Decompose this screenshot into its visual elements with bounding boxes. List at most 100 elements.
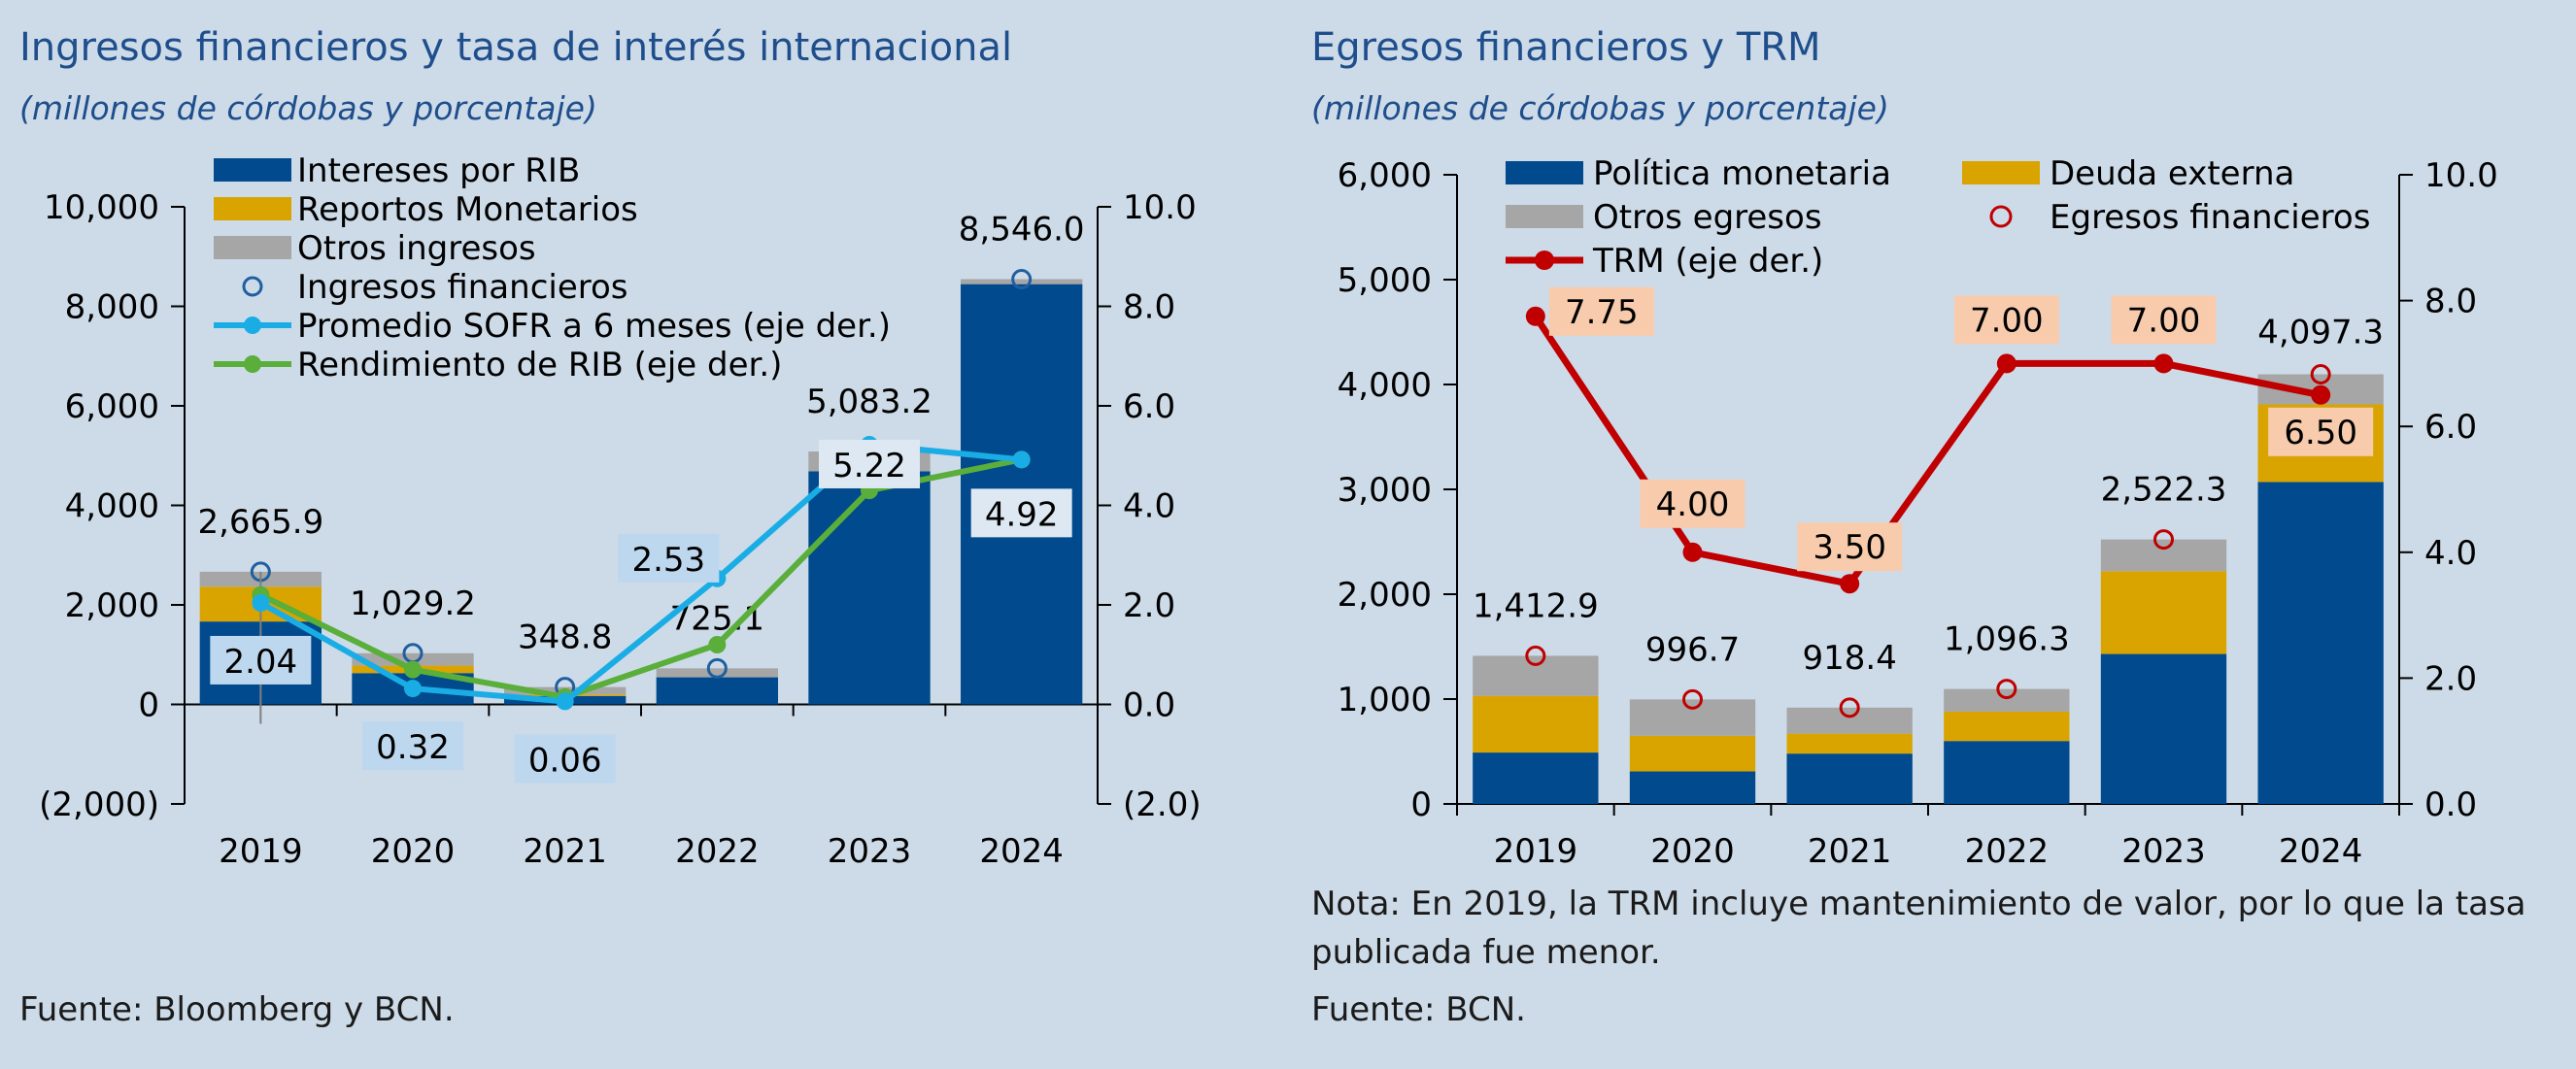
right-chart-note: Nota: En 2019, la TRM incluye mantenimie… xyxy=(1311,885,2526,972)
y-left-tick-label: 3,000 xyxy=(1338,471,1432,510)
bar-politica-monetaria xyxy=(1944,741,2070,804)
x-tick-label: 2022 xyxy=(675,832,760,871)
legend-swatch xyxy=(214,236,291,259)
trm-data-label: 7.75 xyxy=(1565,293,1639,332)
x-tick-label: 2021 xyxy=(523,832,607,871)
y-right-tick-label: (2.0) xyxy=(1123,785,1202,824)
x-tick-label: 2024 xyxy=(2279,832,2363,871)
y-right-tick-label: 0.0 xyxy=(1123,686,1175,725)
total-label: 996.7 xyxy=(1645,630,1740,669)
sofr-label-bg xyxy=(210,635,312,685)
legend-marker xyxy=(1989,205,2013,228)
point-trm xyxy=(1525,306,1545,326)
left-chart-title: Ingresos financieros y tasa de interés i… xyxy=(19,25,1013,70)
y-left-tick-label: 8,000 xyxy=(65,288,159,327)
y-right-tick-label: 6.0 xyxy=(2424,408,2477,447)
y-right-tick-label: 2.0 xyxy=(1123,586,1175,625)
legend-line-marker xyxy=(244,355,261,373)
bar-otros-egresos xyxy=(2100,539,2227,572)
x-tick-label: 2019 xyxy=(1494,832,1578,871)
y-left-tick-label: (2,000) xyxy=(39,785,159,824)
y-right-tick-label: 8.0 xyxy=(1123,288,1175,327)
left-chart-subtitle: (millones de córdobas y porcentaje) xyxy=(19,89,597,127)
legend-swatch xyxy=(1962,161,2040,184)
legend-label: Rendimiento de RIB (eje der.) xyxy=(297,346,782,384)
legend-label: Otros ingresos xyxy=(297,229,536,268)
sofr-label-bg xyxy=(362,721,463,771)
total-label: 1,029.2 xyxy=(350,585,476,623)
bar-deuda-externa xyxy=(1629,735,1756,772)
sofr-data-label: 5.22 xyxy=(832,447,906,485)
marker-ingresos-financieros xyxy=(1011,269,1033,290)
y-left-tick-label: 0 xyxy=(1410,785,1432,824)
sofr-data-label: 0.06 xyxy=(528,741,602,780)
x-tick-label: 2023 xyxy=(2121,832,2206,871)
bar-otros-ingresos xyxy=(656,668,778,678)
point-trm xyxy=(2153,353,2174,374)
legend-label: TRM (eje der.) xyxy=(1592,242,1823,281)
y-left-tick-label: 10,000 xyxy=(44,188,159,227)
left-chart-panel: Ingresos financieros y tasa de interés i… xyxy=(19,25,1202,1029)
point-trm xyxy=(2311,384,2331,405)
trm-label-bg xyxy=(1640,479,1746,528)
legend-swatch xyxy=(1506,205,1583,228)
total-label: 5,083.2 xyxy=(806,383,932,421)
y-right-tick-label: 2.0 xyxy=(2424,659,2477,698)
x-tick-label: 2021 xyxy=(1808,832,1892,871)
x-tick-label: 2022 xyxy=(1965,832,2050,871)
total-label: 1,096.3 xyxy=(1944,620,2070,659)
legend-label: Otros egresos xyxy=(1593,198,1822,237)
marker-egresos-financieros xyxy=(1996,679,2017,700)
point-rendimiento-de-rib-eje-der xyxy=(708,636,727,653)
trm-data-label: 7.00 xyxy=(1970,301,2044,340)
bar-politica-monetaria xyxy=(2100,653,2227,804)
x-tick-label: 2019 xyxy=(219,832,303,871)
trm-data-label: 6.50 xyxy=(2284,414,2357,452)
sofr-data-label: 4.92 xyxy=(985,495,1059,534)
legend-label: Política monetaria xyxy=(1593,154,1891,193)
y-left-tick-label: 2,000 xyxy=(1338,576,1432,615)
legend-swatch xyxy=(1506,161,1583,184)
bar-intereses-por-rib xyxy=(656,677,778,705)
trm-data-label: 3.50 xyxy=(1813,528,1886,567)
point-trm xyxy=(1682,542,1703,562)
bar-otros-ingresos xyxy=(961,279,1083,284)
y-left-tick-label: 0 xyxy=(138,686,159,725)
y-left-tick-label: 4,000 xyxy=(65,487,159,526)
legend-marker xyxy=(242,276,263,297)
y-right-tick-label: 10.0 xyxy=(2424,156,2498,195)
y-left-tick-label: 1,000 xyxy=(1338,681,1432,719)
sofr-label-bg xyxy=(970,488,1072,538)
right-chart-panel: Egresos financieros y TRM (millones de c… xyxy=(1292,0,2576,1069)
total-label: 2,665.9 xyxy=(197,503,323,542)
point-promedio-sofr-a-6-meses-eje-der xyxy=(1012,451,1031,469)
bar-politica-monetaria xyxy=(2257,482,2384,804)
bar-otros-egresos xyxy=(1786,707,1913,734)
trm-data-label: 4.00 xyxy=(1656,485,1730,524)
y-right-tick-label: 4.0 xyxy=(1123,487,1175,526)
sofr-data-label: 2.53 xyxy=(631,541,705,580)
bar-otros-egresos xyxy=(1944,688,2070,712)
bar-politica-monetaria xyxy=(1786,753,1913,804)
y-right-tick-label: 10.0 xyxy=(1123,188,1197,227)
marker-ingresos-financieros xyxy=(706,657,728,679)
x-tick-label: 2020 xyxy=(371,832,456,871)
trm-data-label: 7.00 xyxy=(2127,301,2201,340)
legend-label: Reportos Monetarios xyxy=(297,190,638,229)
legend-swatch xyxy=(214,197,291,220)
sofr-data-label: 0.32 xyxy=(376,728,450,767)
right-chart-plot: 0 1,000 2,000 3,000 4,000 5,000 6,000 0.0 2.0 4.0… xyxy=(1338,154,2498,871)
x-tick-label: 2023 xyxy=(828,832,912,871)
legend-label: Intereses por RIB xyxy=(297,151,580,190)
legend-swatch xyxy=(214,158,291,182)
y-right-tick-label: 4.0 xyxy=(2424,534,2477,573)
point-promedio-sofr-a-6-meses-eje-der xyxy=(252,593,270,612)
sofr-label-bg xyxy=(819,439,920,488)
total-label: 4,097.3 xyxy=(2257,313,2384,351)
marker-egresos-financieros xyxy=(1839,697,1860,718)
trm-label-bg xyxy=(2268,407,2374,456)
bar-deuda-externa xyxy=(2100,571,2227,654)
marker-egresos-financieros xyxy=(1525,645,1546,666)
legend-label: Egresos financieros xyxy=(2050,198,2370,237)
right-chart-title: Egresos financieros y TRM xyxy=(1311,25,1821,70)
